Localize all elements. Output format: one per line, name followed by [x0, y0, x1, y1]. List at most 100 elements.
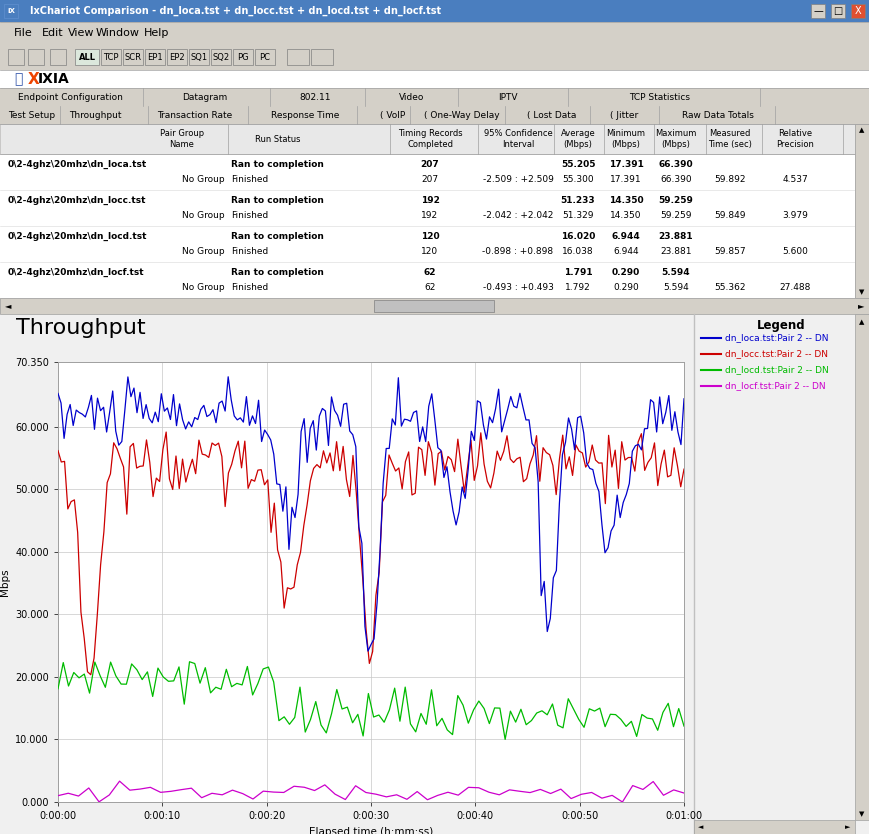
Text: Minimum
(Mbps): Minimum (Mbps)	[607, 129, 646, 148]
Text: 14.350: 14.350	[610, 212, 641, 220]
Text: 1.791: 1.791	[564, 269, 593, 277]
Text: ( Jitter: ( Jitter	[610, 110, 638, 119]
Text: ⓘ: ⓘ	[14, 72, 23, 86]
Bar	[8, 49, 24, 65]
Text: 55.362: 55.362	[714, 284, 746, 293]
Bar	[374, 300, 494, 312]
Text: Pair Group
Name: Pair Group Name	[160, 129, 204, 148]
Bar	[694, 314, 869, 834]
Text: 4.537: 4.537	[782, 175, 808, 184]
Text: No Group: No Group	[182, 284, 225, 293]
X-axis label: Elapsed time (h:mm:ss): Elapsed time (h:mm:ss)	[308, 826, 433, 834]
Text: 59.259: 59.259	[660, 212, 692, 220]
Text: Throughput: Throughput	[69, 110, 122, 119]
Text: dn_locc.tst:Pair 2 -- DN: dn_locc.tst:Pair 2 -- DN	[725, 349, 828, 359]
Text: 27.488: 27.488	[779, 284, 811, 293]
Text: 23.881: 23.881	[659, 233, 693, 241]
Text: ►: ►	[858, 302, 865, 310]
Text: -0.898 : +0.898: -0.898 : +0.898	[482, 248, 554, 256]
Text: PG: PG	[237, 53, 249, 62]
Text: Raw Data Totals: Raw Data Totals	[682, 110, 754, 119]
Text: Endpoint Configuration: Endpoint Configuration	[17, 93, 123, 102]
Text: Measured
Time (sec): Measured Time (sec)	[708, 129, 752, 148]
Text: 120: 120	[421, 248, 439, 256]
Text: 66.390: 66.390	[659, 160, 693, 169]
Bar	[831, 4, 845, 18]
Text: TCP: TCP	[103, 53, 119, 62]
Bar	[0, 106, 869, 124]
Bar	[851, 4, 865, 18]
Text: 192: 192	[421, 212, 439, 220]
Text: 66.390: 66.390	[660, 175, 692, 184]
Text: Average
(Mbps): Average (Mbps)	[561, 129, 595, 148]
Bar	[0, 44, 869, 70]
Text: Edit: Edit	[42, 28, 63, 38]
Text: 59.857: 59.857	[714, 248, 746, 256]
Text: Timing Records
Completed: Timing Records Completed	[398, 129, 462, 148]
Text: 51.233: 51.233	[561, 196, 595, 205]
Text: SQ2: SQ2	[212, 53, 229, 62]
Text: Maximum
(Mbps): Maximum (Mbps)	[655, 129, 697, 148]
Text: TCP Statistics: TCP Statistics	[629, 93, 691, 102]
Bar	[167, 49, 187, 65]
Text: Finished: Finished	[231, 284, 269, 293]
Bar	[855, 124, 869, 298]
Text: 16.020: 16.020	[561, 233, 595, 241]
Text: Ran to completion: Ran to completion	[231, 160, 324, 169]
Text: Ran to completion: Ran to completion	[231, 233, 324, 241]
Text: Test Setup: Test Setup	[9, 110, 56, 119]
Text: Response Time: Response Time	[271, 110, 339, 119]
Bar	[694, 820, 855, 834]
Text: □: □	[833, 6, 843, 16]
Text: 192: 192	[421, 196, 440, 205]
Text: 23.881: 23.881	[660, 248, 692, 256]
Text: Transaction Rate: Transaction Rate	[157, 110, 233, 119]
Text: —: —	[813, 6, 823, 16]
Bar	[0, 0, 869, 22]
Text: 207: 207	[421, 175, 439, 184]
Text: 16.038: 16.038	[562, 248, 594, 256]
Text: ►: ►	[846, 824, 851, 830]
Text: 0\2-4ghz\20mhz\dn_loca.tst: 0\2-4ghz\20mhz\dn_loca.tst	[8, 160, 147, 169]
Bar	[233, 49, 253, 65]
Text: PC: PC	[260, 53, 270, 62]
Text: File: File	[14, 28, 33, 38]
Text: 14.350: 14.350	[608, 196, 643, 205]
Text: ▼: ▼	[859, 811, 865, 817]
Text: 6.944: 6.944	[614, 248, 639, 256]
Text: 802.11: 802.11	[299, 93, 331, 102]
Text: SCR: SCR	[124, 53, 142, 62]
Bar	[855, 314, 869, 820]
Text: View: View	[68, 28, 95, 38]
Text: Relative
Precision: Relative Precision	[776, 129, 814, 148]
Bar	[0, 88, 869, 106]
Text: 59.259: 59.259	[659, 196, 693, 205]
Text: 6.944: 6.944	[612, 233, 640, 241]
Bar	[50, 49, 66, 65]
Text: 0.290: 0.290	[612, 269, 640, 277]
Text: -2.509 : +2.509: -2.509 : +2.509	[482, 175, 554, 184]
Text: EP1: EP1	[147, 53, 163, 62]
Text: 55.300: 55.300	[562, 175, 594, 184]
Text: 59.849: 59.849	[714, 212, 746, 220]
Text: SQ1: SQ1	[190, 53, 208, 62]
Text: Video: Video	[400, 93, 425, 102]
Text: 0.290: 0.290	[614, 284, 639, 293]
Text: ◄: ◄	[4, 302, 11, 310]
Text: IxChariot Comparison - dn_loca.tst + dn_locc.tst + dn_locd.tst + dn_locf.tst: IxChariot Comparison - dn_loca.tst + dn_…	[30, 6, 441, 16]
Text: Window: Window	[96, 28, 140, 38]
Bar	[211, 49, 231, 65]
Text: 0\2-4ghz\20mhz\dn_locf.tst: 0\2-4ghz\20mhz\dn_locf.tst	[8, 269, 144, 278]
Bar	[0, 314, 694, 834]
Text: Ran to completion: Ran to completion	[231, 269, 324, 277]
Text: ▲: ▲	[859, 319, 865, 325]
Text: 1.792: 1.792	[565, 284, 591, 293]
Text: ( One-Way Delay: ( One-Way Delay	[424, 110, 500, 119]
Text: 17.391: 17.391	[610, 175, 642, 184]
Text: 17.391: 17.391	[608, 160, 643, 169]
Text: 59.892: 59.892	[714, 175, 746, 184]
Y-axis label: Mbps: Mbps	[0, 568, 10, 595]
Bar	[287, 49, 309, 65]
Bar	[75, 49, 99, 65]
Text: 0\2-4ghz\20mhz\dn_locd.tst: 0\2-4ghz\20mhz\dn_locd.tst	[8, 232, 148, 241]
